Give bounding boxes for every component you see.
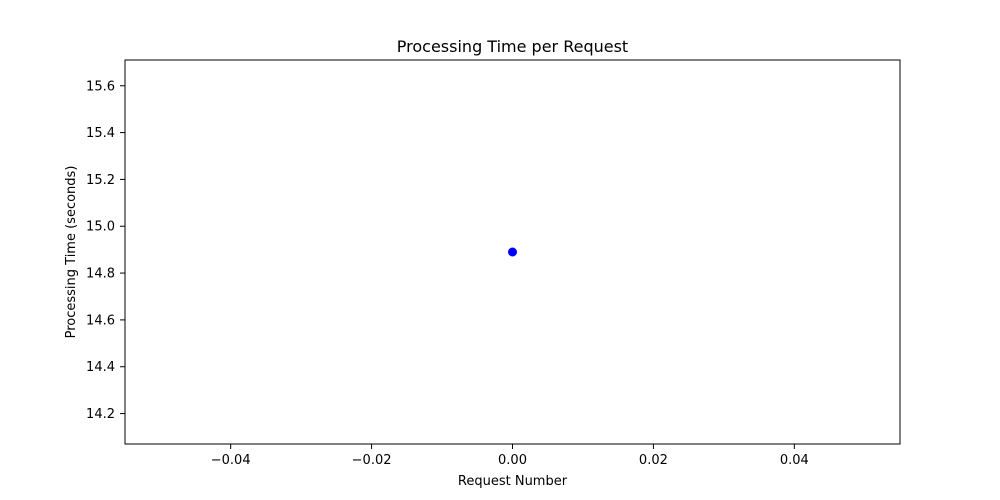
y-tick-label: 14.4 (86, 360, 115, 375)
x-tick-label: 0.00 (498, 453, 527, 468)
y-tick-label: 15.6 (86, 79, 115, 94)
x-tick-label: −0.04 (211, 453, 251, 468)
y-tick-label: 14.6 (86, 313, 115, 328)
x-tick-label: 0.04 (780, 453, 809, 468)
x-tick-label: 0.02 (639, 453, 668, 468)
chart-title: Processing Time per Request (397, 37, 628, 56)
y-axis-label: Processing Time (seconds) (64, 166, 79, 339)
y-tick-label: 14.2 (86, 407, 115, 422)
y-tick-label: 14.8 (86, 267, 115, 282)
y-tick-label: 15.4 (86, 126, 115, 141)
data-point (508, 247, 517, 257)
x-axis-label: Request Number (458, 474, 568, 489)
x-tick-label: −0.02 (352, 453, 392, 468)
y-axis-ticks: 14.2 14.4 14.6 14.8 15.0 15.2 15.4 15.6 (86, 79, 125, 422)
x-axis-ticks: −0.04 −0.02 0.00 0.02 0.04 (211, 444, 809, 468)
data-points (508, 247, 517, 257)
y-tick-label: 15.2 (86, 173, 115, 188)
y-tick-label: 15.0 (86, 220, 115, 235)
